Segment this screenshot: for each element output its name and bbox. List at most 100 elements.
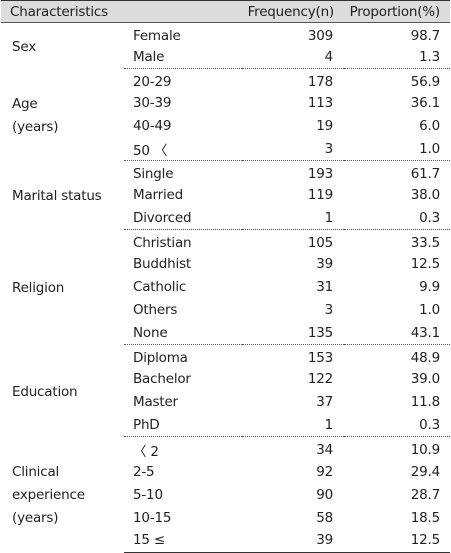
sub-category-cell: Male bbox=[124, 45, 242, 69]
frequency-cell: 92 bbox=[316, 463, 333, 480]
frequency-cell: 193 bbox=[307, 165, 333, 182]
proportion-cell: 43.1 bbox=[344, 321, 450, 345]
sub-category-cell: 2-5 bbox=[133, 463, 155, 480]
proportion-cell: 1.0 bbox=[419, 302, 440, 318]
sub-category-cell: 15 ≤ bbox=[124, 529, 242, 553]
proportion-cell: 11.8 bbox=[410, 394, 440, 410]
table-row: 5-10 90 28.7 bbox=[1, 483, 450, 506]
frequency-cell: 31 bbox=[316, 279, 333, 295]
group-label-line: (years) bbox=[12, 510, 59, 527]
group-label-line: Marital status bbox=[12, 188, 102, 204]
frequency-cell: 39 bbox=[242, 529, 344, 553]
header-characteristics: Characteristics bbox=[1, 0, 242, 23]
proportion-cell: 6.0 bbox=[419, 118, 440, 134]
proportion-cell: 28.7 bbox=[410, 486, 440, 503]
table-row: Marital status Single 193 61.7 bbox=[1, 161, 450, 204]
group-label-line: Education bbox=[12, 383, 78, 400]
proportion-cell: 10.9 bbox=[410, 442, 440, 458]
table-row: Master 37 11.8 bbox=[1, 391, 450, 414]
table-row: Education Diploma 153 48.9 bbox=[1, 345, 450, 400]
table-row: 10-15 58 18.5 bbox=[1, 506, 450, 529]
proportion-cell: 0.3 bbox=[344, 206, 450, 230]
group-label-line: Religion bbox=[12, 280, 65, 296]
table-row: None 135 43.1 bbox=[1, 321, 450, 345]
proportion-cell: 1.3 bbox=[344, 45, 450, 69]
sub-category-cell: Master bbox=[133, 394, 178, 410]
sub-category-cell: Others bbox=[133, 302, 178, 318]
table-row: Sex Female 309 98.7 bbox=[1, 23, 450, 55]
proportion-cell: 1.0 bbox=[344, 137, 450, 161]
sub-category-cell: Married bbox=[133, 187, 184, 203]
header-frequency: Frequency(n) bbox=[242, 0, 344, 23]
table-row: Married 119 38.0 bbox=[1, 184, 450, 207]
group-label: Education bbox=[1, 345, 124, 437]
frequency-cell: 113 bbox=[307, 95, 333, 111]
proportion-cell: 48.9 bbox=[410, 349, 440, 366]
frequency-cell: 1 bbox=[242, 413, 344, 437]
table-row: Buddhist 39 12.5 bbox=[1, 253, 450, 276]
group-label: Sex bbox=[1, 23, 124, 69]
table-row: PhD 1 0.3 bbox=[1, 413, 450, 437]
proportion-cell: 36.1 bbox=[410, 95, 440, 111]
group-label: Clinical experience (years) bbox=[1, 437, 124, 553]
frequency-cell: 37 bbox=[316, 394, 333, 410]
sub-category-cell: Catholic bbox=[133, 279, 187, 295]
proportion-cell: 38.0 bbox=[410, 187, 440, 203]
frequency-cell: 309 bbox=[307, 27, 333, 44]
frequency-cell: 58 bbox=[316, 509, 333, 526]
table-row: 30-39 113 36.1 bbox=[1, 92, 450, 115]
header-proportion: Proportion(%) bbox=[344, 0, 450, 23]
sub-category-cell: 20-29 bbox=[133, 73, 172, 90]
frequency-cell: 3 bbox=[242, 137, 344, 161]
frequency-cell: 153 bbox=[307, 349, 333, 366]
sub-category-cell: Divorced bbox=[124, 206, 242, 230]
group-label-line: Sex bbox=[12, 38, 37, 55]
table-row: Religion Christian 105 33.5 bbox=[1, 230, 450, 296]
sub-category-cell: 40-49 bbox=[133, 118, 172, 134]
group-label-line: experience bbox=[12, 487, 85, 504]
frequency-cell: 1 bbox=[242, 206, 344, 230]
table-row: 15 ≤39 12.5 bbox=[1, 529, 450, 553]
frequency-cell: 122 bbox=[307, 371, 333, 387]
frequency-cell: 3 bbox=[324, 302, 334, 318]
table-row: 2-5 92 29.4 bbox=[1, 460, 450, 483]
proportion-cell: 39.0 bbox=[410, 371, 440, 387]
sub-category-cell: Diploma bbox=[133, 349, 188, 366]
table-row: Divorced 1 0.3 bbox=[1, 206, 450, 230]
proportion-cell: 18.5 bbox=[410, 509, 440, 526]
group-label-line: Age bbox=[12, 96, 38, 112]
table-row: 40-49 19 6.0 bbox=[1, 115, 450, 138]
group-label-line: Clinical bbox=[12, 464, 60, 481]
table-row: 50 〈 3 1.0 bbox=[1, 137, 450, 161]
proportion-cell: 33.5 bbox=[410, 234, 440, 251]
proportion-cell: 29.4 bbox=[410, 463, 440, 480]
proportion-cell: 61.7 bbox=[410, 165, 440, 182]
table-body: Sex Female 309 98.7 Male 4 1.3 Age (years) 20-29 1… bbox=[1, 23, 450, 553]
frequency-cell: 39 bbox=[316, 256, 333, 272]
sub-category-cell: 50 〈 bbox=[124, 137, 242, 161]
proportion-cell: 56.9 bbox=[410, 73, 440, 90]
sub-category-cell: PhD bbox=[124, 413, 242, 437]
group-label: Religion bbox=[1, 230, 124, 345]
sub-category-cell: 30-39 bbox=[133, 95, 172, 111]
frequency-cell: 4 bbox=[242, 45, 344, 69]
frequency-cell: 119 bbox=[307, 187, 333, 203]
table-header-row: Characteristics Frequency(n) Proportion(… bbox=[1, 0, 450, 23]
sub-category-cell: 〈 2 bbox=[133, 444, 159, 460]
frequency-cell: 90 bbox=[316, 486, 333, 503]
table-row: Bachelor 122 39.0 bbox=[1, 368, 450, 391]
frequency-cell: 135 bbox=[242, 321, 344, 345]
sub-category-cell: Female bbox=[133, 27, 181, 44]
proportion-cell: 9.9 bbox=[419, 279, 440, 295]
sub-category-cell: Single bbox=[133, 165, 174, 182]
frequency-cell: 178 bbox=[307, 73, 333, 90]
frequency-cell: 19 bbox=[316, 118, 333, 134]
sub-category-cell: Christian bbox=[133, 234, 192, 251]
table-row: Age (years) 20-29 178 56.9 bbox=[1, 69, 450, 135]
table-row: Others 3 1.0 bbox=[1, 299, 450, 322]
proportion-cell: 0.3 bbox=[344, 413, 450, 437]
group-label: Marital status bbox=[1, 161, 124, 230]
proportion-cell: 12.5 bbox=[344, 529, 450, 553]
